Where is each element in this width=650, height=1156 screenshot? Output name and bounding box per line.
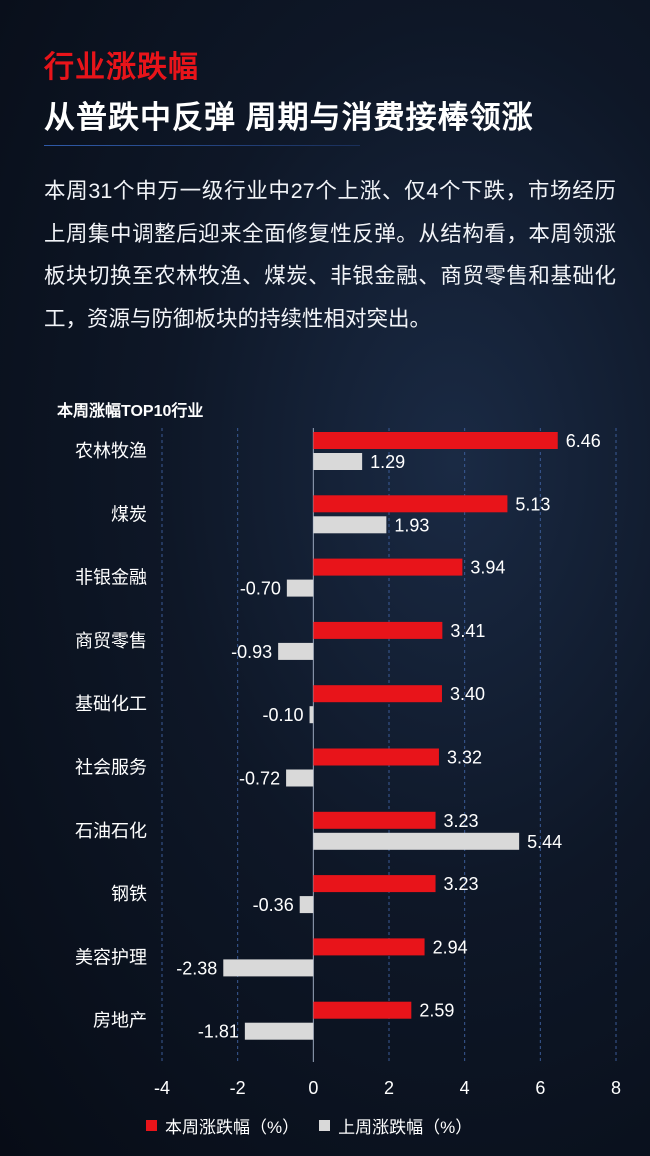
category-label: 基础化工	[75, 694, 147, 714]
bar-last-week	[313, 453, 363, 470]
x-tick-label: 2	[384, 1078, 394, 1098]
bar-last-week	[278, 642, 314, 660]
data-label-last-week: 5.44	[527, 832, 562, 852]
data-label-this-week: 3.40	[450, 684, 485, 704]
data-label-this-week: 3.94	[470, 558, 505, 578]
bar-last-week	[244, 1022, 314, 1040]
x-tick-label: 6	[535, 1078, 545, 1098]
data-label-this-week: 3.32	[447, 748, 482, 768]
chart-title: 本周涨幅TOP10行业	[57, 403, 204, 420]
chart-legend: 本周涨跌幅（%） 上周涨跌幅（%）	[146, 1113, 492, 1138]
bar-this-week	[313, 558, 463, 576]
data-label-last-week: -0.72	[239, 769, 280, 789]
legend-item-last-week: 上周涨跌幅（%）	[319, 1113, 472, 1138]
bar-this-week	[313, 875, 436, 893]
bar-last-week	[286, 769, 314, 787]
category-label: 商贸零售	[75, 631, 147, 651]
legend-label-this-week: 本周涨跌幅（%）	[165, 1118, 300, 1137]
data-label-last-week: -0.36	[253, 895, 294, 915]
page-title: 从普跌中反弹 周期与消费接棒领涨	[44, 100, 534, 135]
category-label: 农林牧渔	[75, 441, 147, 461]
legend-label-last-week: 上周涨跌幅（%）	[338, 1118, 473, 1137]
data-label-last-week: 1.93	[394, 515, 429, 535]
category-label: 石油石化	[75, 821, 147, 841]
category-label: 钢铁	[111, 884, 147, 904]
data-label-this-week: 2.59	[419, 1001, 454, 1021]
data-label-this-week: 3.23	[444, 811, 479, 831]
x-tick-label: -4	[154, 1078, 170, 1098]
legend-item-this-week: 本周涨跌幅（%）	[146, 1113, 299, 1138]
x-tick-label: -2	[230, 1078, 246, 1098]
summary-paragraph: 本周31个申万一级行业中27个上涨、仅4个下跌，市场经历上周集中调整后迎来全面修…	[44, 179, 616, 331]
bar-last-week	[309, 706, 314, 724]
bar-last-week	[299, 896, 314, 914]
bar-this-week	[313, 495, 508, 513]
data-label-last-week: -0.93	[231, 642, 272, 662]
category-label: 煤炭	[111, 504, 147, 524]
section-tag: 行业涨跌幅	[44, 51, 199, 84]
category-label: 社会服务	[75, 758, 147, 778]
category-label: 非银金融	[75, 568, 147, 588]
legend-swatch-this-week	[146, 1120, 157, 1131]
data-label-last-week: 1.29	[370, 452, 405, 472]
bar-this-week	[313, 432, 558, 449]
x-tick-label: 4	[460, 1078, 470, 1098]
x-tick-label: 0	[308, 1078, 318, 1098]
category-label: 房地产	[93, 1011, 147, 1031]
bar-last-week	[313, 516, 387, 534]
bar-this-week	[313, 621, 443, 639]
data-label-last-week: -0.10	[263, 705, 304, 725]
bar-this-week	[313, 748, 439, 766]
data-label-last-week: -0.70	[240, 579, 281, 599]
bar-this-week	[313, 811, 436, 829]
bar-last-week	[286, 579, 314, 597]
data-label-last-week: -2.38	[176, 958, 217, 978]
category-label: 美容护理	[75, 947, 147, 967]
data-label-this-week: 2.94	[433, 937, 468, 957]
bar-this-week	[313, 1001, 412, 1019]
bar-last-week	[313, 832, 520, 850]
bar-last-week	[223, 959, 314, 977]
data-label-last-week: -1.81	[198, 1022, 239, 1042]
bar-this-week	[313, 938, 425, 956]
data-label-this-week: 3.23	[444, 874, 479, 894]
legend-swatch-last-week	[319, 1120, 331, 1131]
data-label-this-week: 5.13	[515, 494, 550, 514]
data-label-this-week: 6.46	[566, 431, 601, 451]
x-tick-label: 8	[611, 1078, 621, 1098]
title-divider	[44, 145, 360, 146]
bar-this-week	[313, 685, 442, 703]
data-label-this-week: 3.41	[450, 621, 485, 641]
